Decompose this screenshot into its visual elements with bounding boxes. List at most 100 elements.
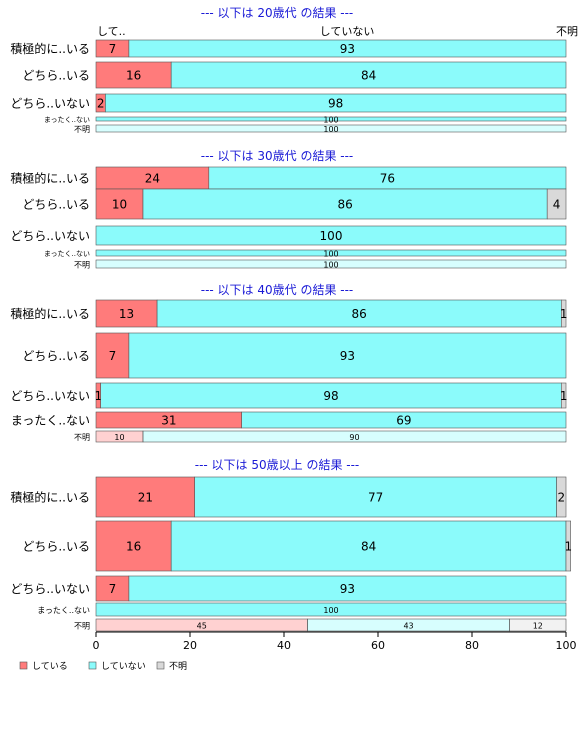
- header-label-right: 不明: [556, 25, 578, 38]
- legend-swatch: [88, 661, 97, 670]
- data-label: 43: [403, 622, 413, 631]
- bar-segment: [95, 520, 172, 572]
- data-label: 10: [114, 433, 124, 442]
- data-label: 100: [323, 606, 338, 615]
- data-label: 100: [323, 250, 338, 259]
- data-label: 16: [126, 69, 141, 83]
- row-label: どちら..いる: [22, 540, 90, 554]
- bar-row: まったく..ない 31 69: [11, 411, 567, 429]
- data-label: 84: [361, 540, 376, 554]
- panel: --- 以下は 20歳代 の結果 --- 積極的に..いる 7 93 どちら..いる 16…: [10, 6, 567, 134]
- data-label: 24: [145, 172, 160, 186]
- data-label: 100: [323, 261, 338, 270]
- row-label: 不明: [74, 433, 90, 442]
- data-label: 100: [323, 116, 338, 125]
- row-label: 不明: [74, 622, 90, 631]
- bar-segment: [194, 476, 557, 518]
- tick-label: 80: [465, 639, 479, 652]
- tick-label: 40: [277, 639, 291, 652]
- panel-title: --- 以下は 30歳代 の結果 ---: [201, 149, 354, 163]
- legend-swatch: [156, 661, 165, 670]
- panel: --- 以下は 50歳以上 の結果 --- 積極的に..いる 21 77 2 どちら..い…: [10, 458, 572, 632]
- bar-segment: [128, 332, 567, 379]
- row-label: 積極的に..いる: [10, 41, 90, 56]
- bar-row: 積極的に..いる 13 86 1: [10, 299, 567, 328]
- bar-row: 積極的に..いる 21 77 2: [10, 476, 567, 518]
- data-label: 77: [368, 491, 383, 505]
- data-label: 13: [119, 307, 134, 321]
- legend-label: していない: [101, 661, 146, 672]
- bar-row: どちら..いる 16 84: [22, 61, 567, 89]
- data-label: 2: [557, 491, 565, 505]
- bar-segment: [156, 299, 562, 328]
- bar-segment: [142, 430, 567, 443]
- data-label: 31: [161, 414, 176, 428]
- row-label: 不明: [74, 261, 90, 270]
- data-label: 10: [112, 198, 127, 212]
- legend-item: していない: [88, 661, 146, 672]
- bar-segment: [95, 476, 195, 518]
- row-label: まったく..ない: [44, 116, 90, 124]
- panel: --- 以下は 30歳代 の結果 --- 積極的に..いる 24 76 どちら..いる 1…: [10, 149, 567, 270]
- data-label: 84: [361, 69, 376, 83]
- panel: --- 以下は 40歳代 の結果 --- 積極的に..いる 13 86 1 どちら..いる…: [10, 283, 568, 443]
- data-label: 93: [340, 582, 355, 596]
- bar-row: どちら..いる 16 84 1: [22, 520, 572, 572]
- row-label: まったく..ない: [37, 606, 90, 615]
- row-label: 積極的に..いる: [10, 306, 90, 321]
- tick-label: 20: [183, 639, 197, 652]
- row-label: 積極的に..いる: [10, 171, 90, 186]
- legend-label: している: [32, 661, 68, 672]
- data-label: 45: [197, 622, 207, 631]
- tick-label: 0: [93, 639, 100, 652]
- data-label: 12: [533, 622, 543, 631]
- bar-segment: [560, 382, 567, 409]
- bar-segment: [95, 259, 567, 269]
- data-label: 1: [560, 389, 568, 403]
- data-label: 100: [323, 125, 338, 134]
- row-label: どちら..いる: [22, 198, 90, 212]
- bar-row: どちら..いる 7 93: [22, 332, 567, 379]
- row-label: 積極的に..いる: [10, 490, 90, 505]
- row-label: どちら..いない: [10, 582, 90, 596]
- data-label: 93: [340, 349, 355, 363]
- bar-segment: [100, 382, 562, 409]
- bar-row: 不明 10 90: [74, 430, 567, 443]
- data-label: 1: [95, 389, 103, 403]
- panel-title: --- 以下は 50歳以上 の結果 ---: [195, 458, 360, 472]
- bar-row: 不明 100: [74, 259, 567, 270]
- bar-segment: [95, 225, 567, 246]
- bar-segment: [95, 602, 567, 617]
- row-label: どちら..いない: [10, 229, 90, 243]
- data-label: 98: [323, 389, 338, 403]
- bar-segment: [95, 249, 567, 257]
- data-label: 98: [328, 97, 343, 111]
- data-label: 7: [109, 349, 117, 363]
- bar-segment: [560, 299, 567, 328]
- data-label: 100: [320, 229, 343, 243]
- bar-row: どちら..いない 7 93: [10, 575, 567, 602]
- bar-segment: [95, 299, 158, 328]
- data-label: 16: [126, 540, 141, 554]
- bar-segment: [565, 520, 571, 572]
- bar-segment: [95, 116, 567, 122]
- data-label: 90: [349, 433, 359, 442]
- bar-segment: [241, 411, 567, 429]
- bar-row: どちら..いる 10 86 4: [22, 188, 567, 220]
- tick-label: 60: [371, 639, 385, 652]
- bar-row: まったく..ない 100: [37, 602, 567, 617]
- row-label: 不明: [74, 125, 90, 134]
- legend-item: している: [19, 661, 68, 672]
- bar-row: まったく..ない 100: [44, 116, 567, 125]
- data-label: 21: [138, 491, 153, 505]
- bar-row: 不明 100: [74, 124, 567, 134]
- bar-row: 不明 45 43 12: [74, 618, 567, 632]
- bar-segment: [95, 188, 144, 220]
- row-label: どちら..いる: [22, 349, 90, 363]
- legend-swatch: [19, 661, 28, 670]
- bar-segment: [128, 39, 567, 58]
- bar-row: 積極的に..いる 24 76: [10, 166, 567, 190]
- tick-label: 100: [556, 639, 577, 652]
